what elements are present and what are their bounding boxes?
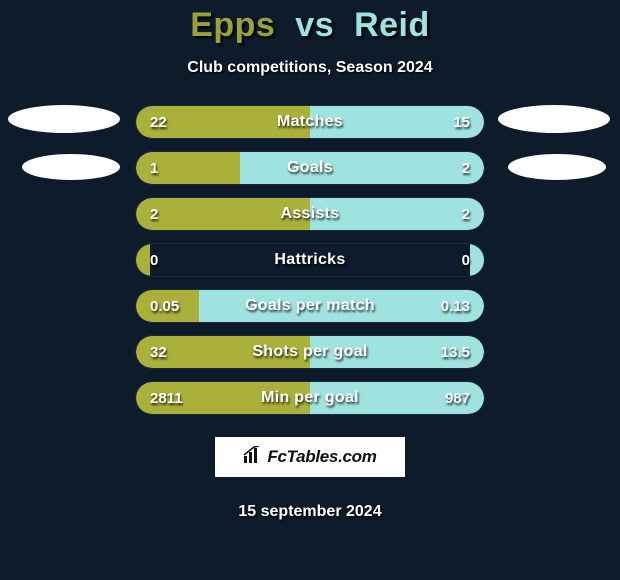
subtitle: Club competitions, Season 2024 [0,59,620,77]
stat-label: Hattricks [136,244,484,276]
stat-value-right: 987 [445,382,470,414]
stat-value-left: 2 [150,198,158,230]
stat-label: Assists [136,198,484,230]
stat-value-left: 2811 [150,382,183,414]
stat-row: Assists2 2 [135,197,485,231]
stat-value-right: 2 [462,198,470,230]
stat-label: Shots per goal [136,336,484,368]
player-silhouette-oval [22,154,120,180]
title-player1: Epps [190,6,275,44]
stat-label: Matches [136,106,484,138]
stat-value-right: 2 [462,152,470,184]
stat-row: Shots per goal32 13.5 [135,335,485,369]
chart-icon [243,446,261,469]
branding-text: FcTables.com [267,447,376,467]
stat-value-right: 0 [462,244,470,276]
stat-label: Goals per match [136,290,484,322]
stat-row: Min per goal2811 987 [135,381,485,415]
stat-label: Goals [136,152,484,184]
stat-value-left: 1 [150,152,158,184]
player-silhouette-oval [8,105,120,133]
title-row: Epps vs Reid [0,0,620,45]
stat-row: Goals per match0.05 0.13 [135,289,485,323]
stat-value-left: 22 [150,106,167,138]
player-silhouette-oval [498,105,610,133]
stat-row: Matches22 15 [135,105,485,139]
date-line: 15 september 2024 [0,503,620,521]
title-player2: Reid [354,6,430,44]
stat-row: Goals1 2 [135,151,485,185]
stat-value-right: 15 [453,106,470,138]
stats-area: Matches2215Goals12Assists22Hattricks00Go… [0,105,620,415]
stat-value-left: 32 [150,336,167,368]
stat-value-right: 0.13 [441,290,470,322]
stat-value-left: 0 [150,244,158,276]
stat-value-left: 0.05 [150,290,179,322]
stat-row: Hattricks0 0 [135,243,485,277]
branding-badge: FcTables.com [215,437,405,477]
stat-value-right: 13.5 [441,336,470,368]
stat-label: Min per goal [136,382,484,414]
title-vs: vs [295,6,334,44]
player-silhouette-oval [508,154,606,180]
